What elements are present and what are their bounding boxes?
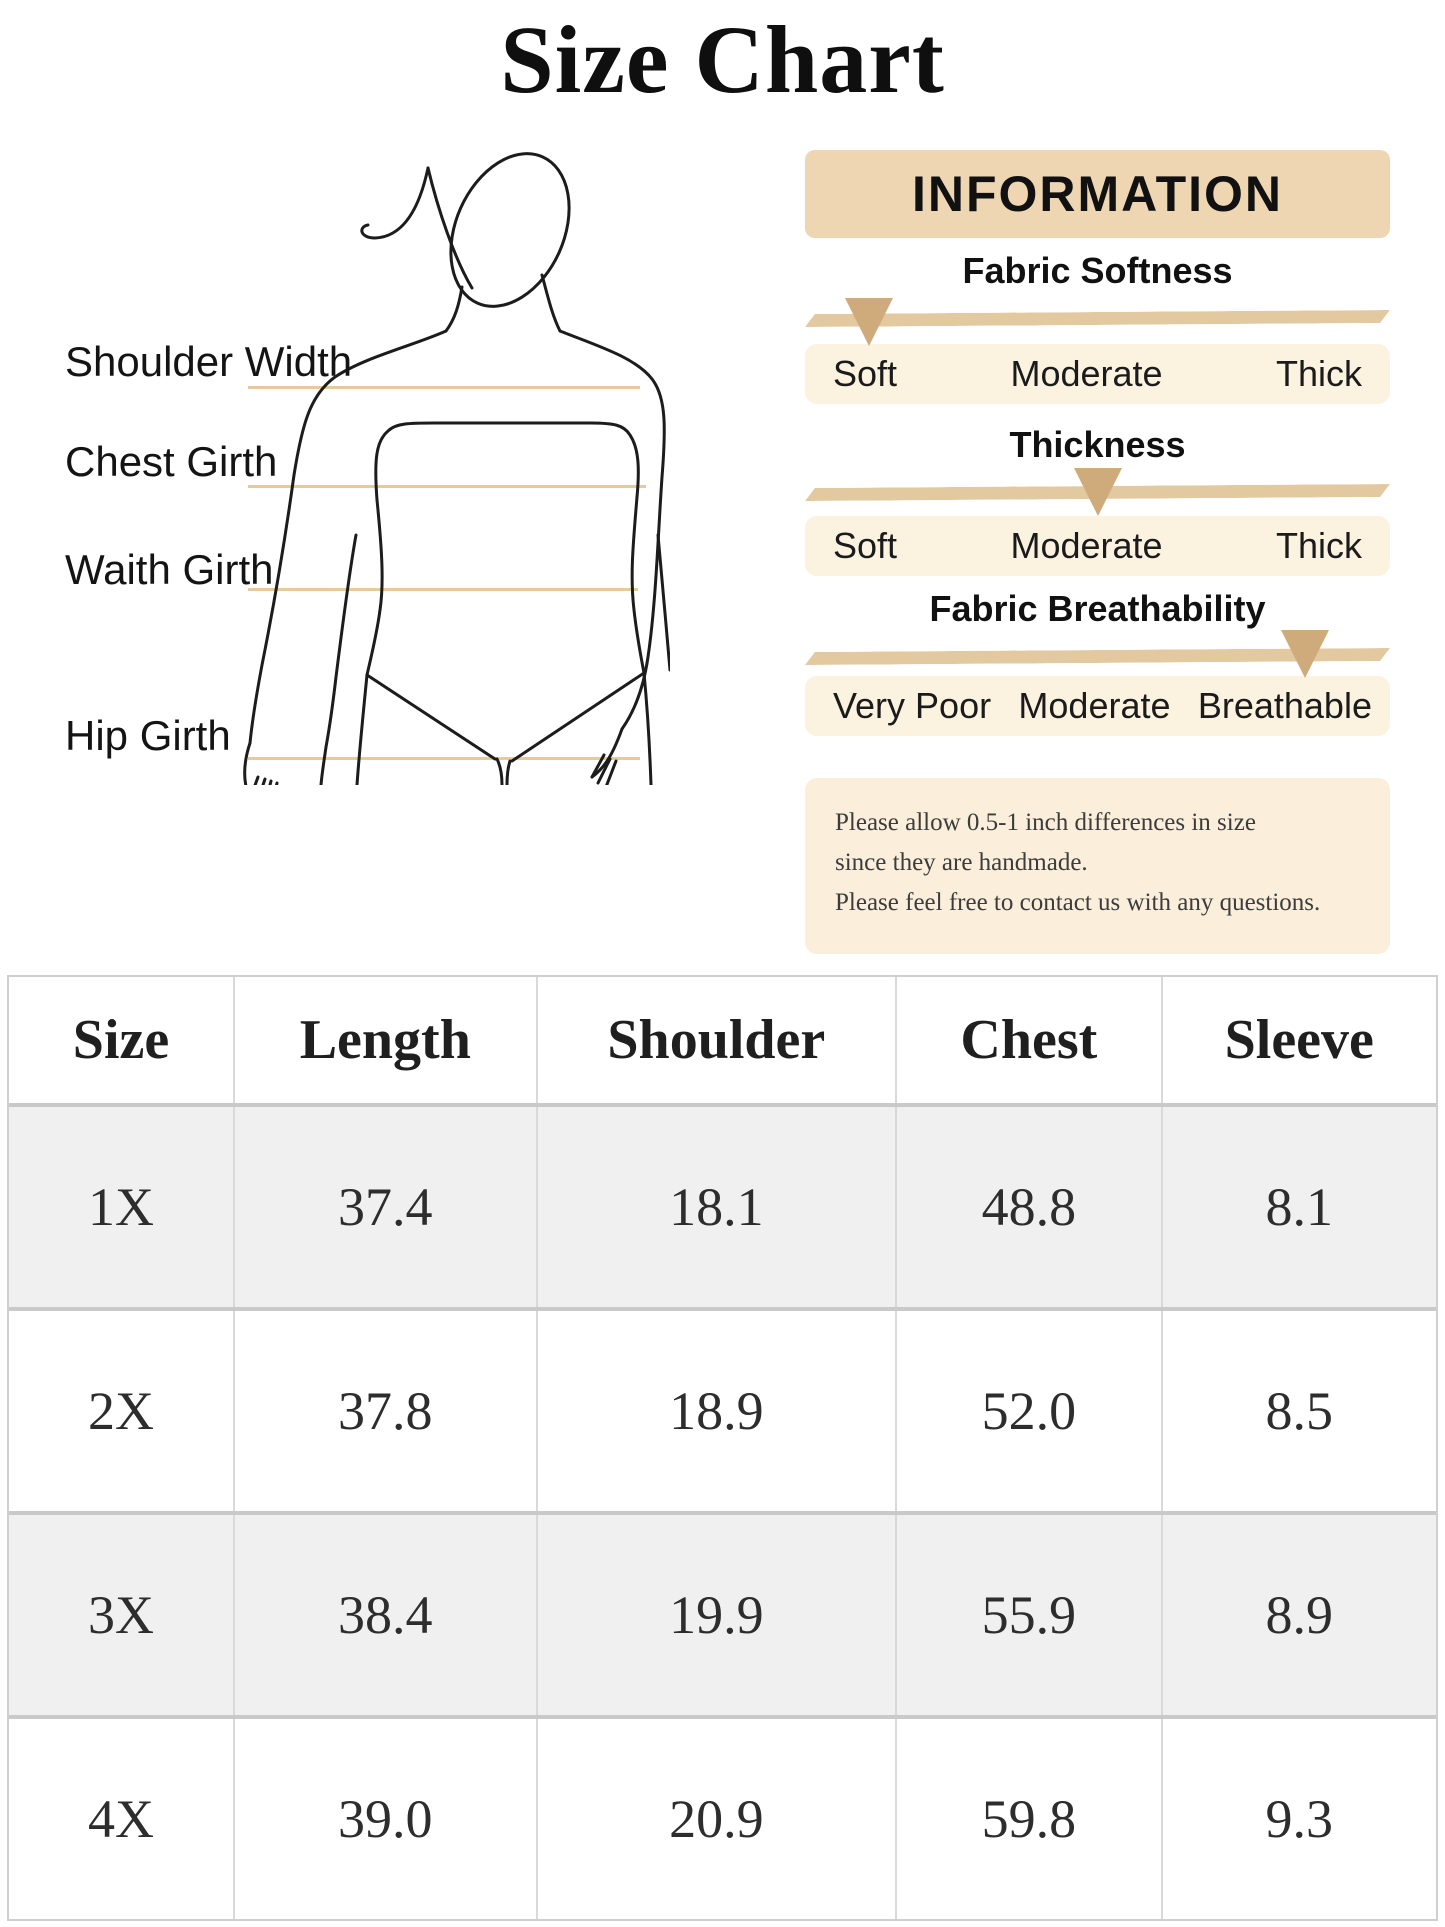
chest-measure-line xyxy=(248,485,646,488)
table-cell: 18.1 xyxy=(535,1107,896,1307)
table-cell: 1X xyxy=(88,1177,155,1237)
header-cell: Chest xyxy=(895,977,1160,1103)
note-line: Please allow 0.5-1 inch differences in s… xyxy=(835,809,1256,836)
scale-label: Soft xyxy=(833,525,898,566)
table-cell: 37.4 xyxy=(233,1107,536,1307)
scale-label: Thick xyxy=(1275,353,1362,394)
section-title-fabric-softness: Fabric Softness xyxy=(962,250,1233,291)
header-cell: Shoulder xyxy=(535,977,896,1103)
section-title-fabric-breathability: Fabric Breathability xyxy=(929,588,1266,629)
table-cell: 8.9 xyxy=(1160,1515,1436,1715)
scale-label: Soft xyxy=(833,353,898,394)
table-row: 3X 38.4 19.9 55.9 8.9 xyxy=(9,1515,1436,1719)
table-row: 2X 37.8 18.9 52.0 8.5 xyxy=(9,1311,1436,1515)
table-cell: 18.9 xyxy=(535,1311,896,1511)
softness-scale-labels: Soft Moderate Thick xyxy=(805,344,1390,404)
scale-label: Moderate xyxy=(1010,525,1163,566)
breathability-scale-labels: Very Poor Moderate Breathable xyxy=(805,676,1390,736)
hip-measure-line xyxy=(248,757,640,760)
header-cell: Sleeve xyxy=(1160,977,1436,1103)
breathability-marker-icon xyxy=(1281,630,1330,678)
header-cell: Length xyxy=(233,977,536,1103)
scale-label: Very Poor xyxy=(833,685,992,726)
label-shoulder-width: Shoulder Width xyxy=(65,338,353,385)
table-cell: 20.9 xyxy=(535,1719,896,1919)
waist-measure-line xyxy=(248,588,638,591)
section-title-thickness: Thickness xyxy=(1009,424,1186,465)
table-cell: 8.5 xyxy=(1160,1311,1436,1511)
scale-label: Breathable xyxy=(1197,685,1372,726)
information-header: INFORMATION xyxy=(805,150,1390,238)
handmade-note: Please allow 0.5-1 inch differences in s… xyxy=(805,778,1390,954)
scale-label: Thick xyxy=(1275,525,1362,566)
page-title: Size Chart xyxy=(500,6,945,113)
table-cell: 48.8 xyxy=(895,1107,1160,1307)
note-line: Please feel free to contact us with any … xyxy=(835,889,1321,916)
shoulder-measure-line xyxy=(248,386,640,389)
table-cell: 2X xyxy=(88,1381,155,1441)
table-header-row: Size Length Shoulder Chest Sleeve xyxy=(9,977,1436,1107)
table-cell: 38.4 xyxy=(233,1515,536,1715)
table-cell: 59.8 xyxy=(895,1719,1160,1919)
label-chest-girth: Chest Girth xyxy=(65,438,278,485)
thickness-marker-icon xyxy=(1073,468,1122,516)
table-cell: 19.9 xyxy=(535,1515,896,1715)
header-cell: Size xyxy=(72,1009,170,1071)
table-cell: 8.1 xyxy=(1160,1107,1436,1307)
note-line: since they are handmade. xyxy=(835,849,1088,876)
label-hip-girth: Hip Girth xyxy=(65,712,231,759)
table-cell: 55.9 xyxy=(895,1515,1160,1715)
table-row: 4X 39.0 20.9 59.8 9.3 xyxy=(9,1719,1436,1919)
softness-marker-icon xyxy=(845,298,894,346)
table-cell: 4X xyxy=(88,1789,155,1849)
thickness-scale-labels: Soft Moderate Thick xyxy=(805,516,1390,576)
table-cell: 3X xyxy=(88,1585,155,1645)
table-cell: 37.8 xyxy=(233,1311,536,1511)
body-figure xyxy=(243,152,670,785)
scale-label: Moderate xyxy=(1010,353,1163,394)
information-panel: INFORMATION Fabric Softness Soft Moderat… xyxy=(805,0,1390,960)
table-row: 1X 37.4 18.1 48.8 8.1 xyxy=(9,1107,1436,1311)
table-cell: 52.0 xyxy=(895,1311,1160,1511)
size-table: Size Length Shoulder Chest Sleeve 1X 37.4 18.1 4… xyxy=(7,975,1438,1921)
table-cell: 9.3 xyxy=(1160,1719,1436,1919)
scale-label: Moderate xyxy=(1018,685,1171,726)
table-cell: 39.0 xyxy=(233,1719,536,1919)
label-waith-girth: Waith Girth xyxy=(65,546,274,593)
